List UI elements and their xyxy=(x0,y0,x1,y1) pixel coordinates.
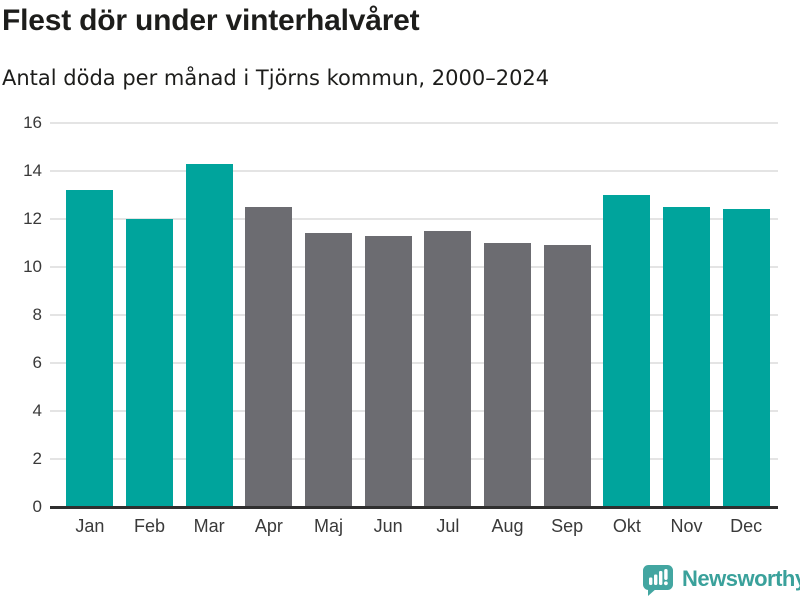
x-tick-label-jan: Jan xyxy=(75,516,105,536)
x-tick-label-mar: Mar xyxy=(193,516,225,536)
x-tick-label-jul: Jul xyxy=(436,516,460,536)
chart-subtitle: Antal döda per månad i Tjörns kommun, 20… xyxy=(2,66,550,90)
bar-mar xyxy=(185,163,233,507)
bar-jun xyxy=(364,235,412,507)
bar-jan xyxy=(66,190,114,507)
y-tick-label-0: 0 xyxy=(32,497,42,516)
newsworthy-icon xyxy=(643,565,673,596)
x-tick-label-jun: Jun xyxy=(373,516,403,536)
x-tick-label-dec: Dec xyxy=(730,516,763,536)
x-tick-label-aug: Aug xyxy=(491,516,524,536)
x-tick-label-maj: Maj xyxy=(313,516,343,536)
gridline-y-4 xyxy=(50,410,778,412)
x-tick-label-apr: Apr xyxy=(254,516,283,536)
gridline-y-12 xyxy=(50,218,778,220)
y-tick-label-10: 10 xyxy=(23,257,42,276)
y-tick-label-2: 2 xyxy=(32,449,42,468)
brand-logo: Newsworthy xyxy=(642,564,800,597)
bar-nov xyxy=(663,207,710,507)
chart-title: Flest dör under vinterhalvåret xyxy=(2,4,420,37)
y-tick-label-4: 4 xyxy=(32,401,42,420)
bar-feb xyxy=(126,219,173,507)
y-tick-label-6: 6 xyxy=(32,353,42,372)
gridline-y-2 xyxy=(50,458,778,460)
bar-dec xyxy=(722,209,770,507)
x-tick-label-sep: Sep xyxy=(551,516,584,536)
bar-okt xyxy=(603,195,651,507)
y-tick-label-12: 12 xyxy=(23,209,42,228)
bar-apr xyxy=(245,207,293,507)
y-tick-label-14: 14 xyxy=(23,161,42,180)
bar-maj xyxy=(305,233,352,507)
y-tick-label-8: 8 xyxy=(32,305,42,324)
y-tick-label-16: 16 xyxy=(23,113,42,132)
bar-aug xyxy=(484,243,531,507)
gridline-y-16 xyxy=(50,122,778,124)
x-tick-label-feb: Feb xyxy=(133,516,165,536)
gridline-y-14 xyxy=(50,170,778,172)
gridline-y-6 xyxy=(50,362,778,364)
x-tick-label-okt: Okt xyxy=(612,516,641,536)
bar-sep xyxy=(543,245,591,507)
x-tick-label-nov: Nov xyxy=(670,516,703,536)
brand-name: Newsworthy xyxy=(682,566,800,591)
bar-jul xyxy=(424,231,472,507)
x-axis-line xyxy=(50,506,778,509)
gridline-y-10 xyxy=(50,266,778,268)
gridline-y-8 xyxy=(50,314,778,316)
